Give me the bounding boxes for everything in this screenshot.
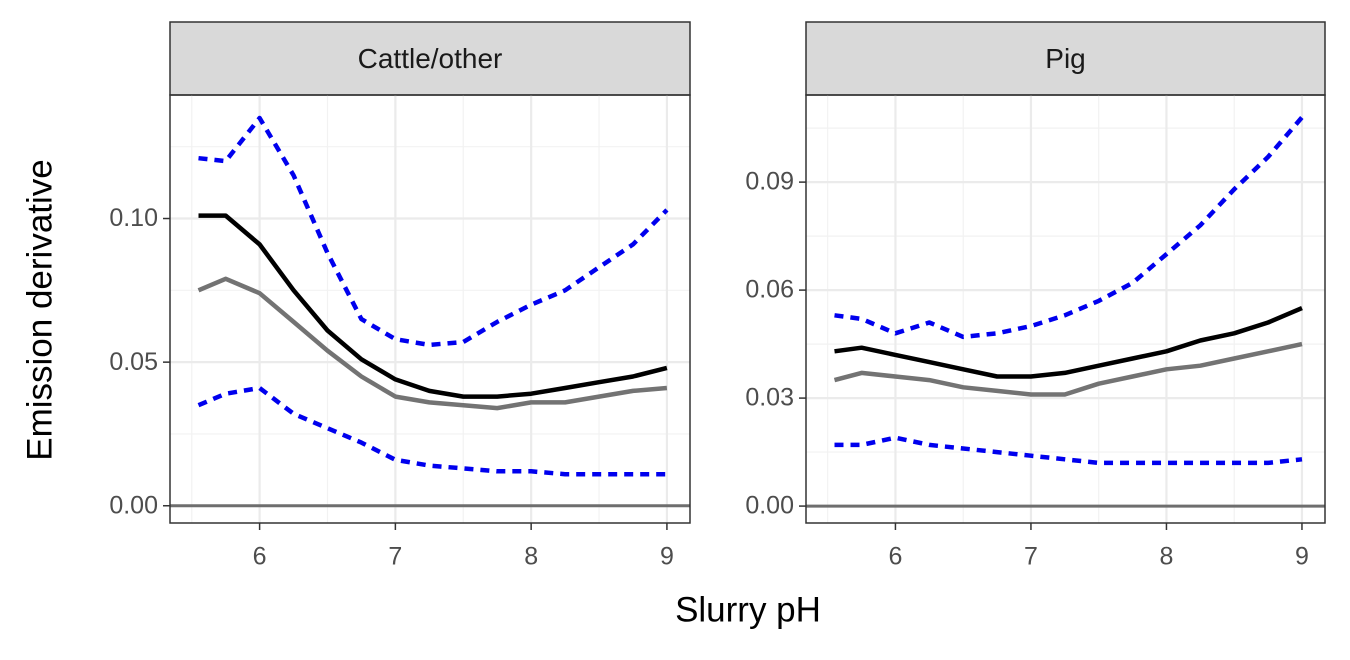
series-line bbox=[197, 276, 668, 411]
x-tick-label: 9 bbox=[660, 543, 674, 571]
x-tick-label: 7 bbox=[388, 543, 402, 571]
series-line bbox=[198, 115, 669, 348]
x-tick-label: 8 bbox=[1160, 543, 1174, 571]
facet-strip bbox=[805, 21, 1326, 96]
y-tick-label: 0.00 bbox=[745, 492, 794, 520]
series-line bbox=[833, 341, 1303, 397]
x-axis-label: Slurry pH bbox=[675, 590, 821, 629]
y-tick-label: 0.09 bbox=[745, 168, 794, 196]
x-tick-label: 9 bbox=[1295, 543, 1309, 571]
series-line bbox=[834, 306, 1303, 379]
series-line bbox=[198, 213, 668, 399]
y-tick-label: 0.03 bbox=[745, 384, 794, 412]
series-line bbox=[834, 435, 1303, 466]
facet-strip bbox=[169, 21, 691, 96]
y-tick-label: 0.00 bbox=[109, 491, 158, 519]
x-tick-label: 8 bbox=[524, 543, 538, 571]
facet-title: Cattle/other bbox=[358, 43, 503, 74]
panel-border bbox=[805, 94, 1326, 524]
y-tick-label: 0.10 bbox=[109, 204, 158, 232]
x-tick-label: 7 bbox=[1024, 543, 1038, 571]
y-tick-label: 0.06 bbox=[745, 276, 794, 304]
panel-border bbox=[169, 94, 691, 524]
x-tick-label: 6 bbox=[253, 543, 267, 571]
x-tick-label: 6 bbox=[888, 543, 902, 571]
y-tick-label: 0.05 bbox=[109, 348, 158, 376]
series-line bbox=[834, 115, 1304, 340]
facet-title: Pig bbox=[1045, 43, 1085, 74]
y-axis-label: Emission derivative bbox=[20, 159, 59, 461]
